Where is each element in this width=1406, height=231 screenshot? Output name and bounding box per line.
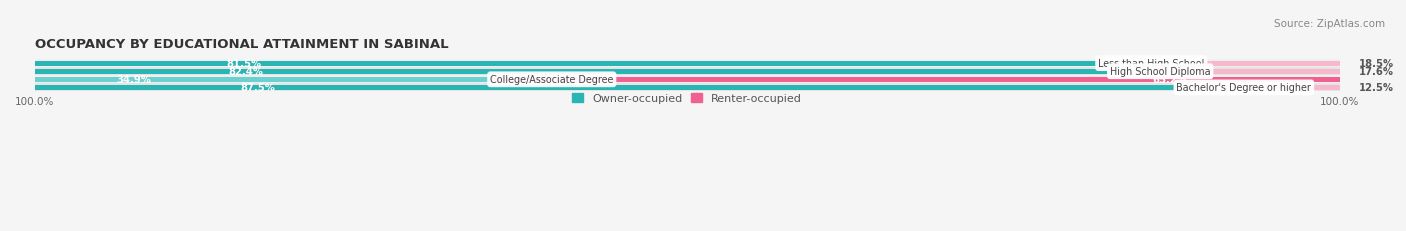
Bar	[1177, 85, 1340, 91]
Bar	[35, 77, 491, 82]
Text: 34.9%: 34.9%	[117, 75, 152, 85]
Text: College/Associate Degree: College/Associate Degree	[491, 75, 613, 85]
Legend: Owner-occupied, Renter-occupied: Owner-occupied, Renter-occupied	[568, 89, 807, 108]
Bar	[35, 70, 1109, 74]
Text: Bachelor's Degree or higher: Bachelor's Degree or higher	[1177, 83, 1312, 93]
Text: 12.5%: 12.5%	[1360, 83, 1395, 93]
Bar	[491, 77, 1341, 82]
Text: 87.5%: 87.5%	[240, 83, 276, 93]
Bar	[1098, 61, 1340, 66]
Text: High School Diploma: High School Diploma	[1109, 67, 1211, 77]
Text: Source: ZipAtlas.com: Source: ZipAtlas.com	[1274, 18, 1385, 28]
Bar	[35, 60, 1340, 68]
Bar	[35, 84, 1340, 92]
Bar	[35, 76, 1340, 84]
Text: Less than High School: Less than High School	[1098, 59, 1205, 69]
Text: 18.5%: 18.5%	[1360, 59, 1395, 69]
Text: 81.5%: 81.5%	[226, 59, 262, 69]
Bar	[35, 68, 1340, 76]
Bar	[35, 85, 1177, 91]
Bar	[35, 61, 1098, 66]
Text: 65.2%: 65.2%	[1153, 75, 1188, 85]
Bar	[1109, 70, 1340, 74]
Text: OCCUPANCY BY EDUCATIONAL ATTAINMENT IN SABINAL: OCCUPANCY BY EDUCATIONAL ATTAINMENT IN S…	[35, 38, 449, 51]
Text: 82.4%: 82.4%	[228, 67, 263, 77]
Text: 17.6%: 17.6%	[1360, 67, 1395, 77]
